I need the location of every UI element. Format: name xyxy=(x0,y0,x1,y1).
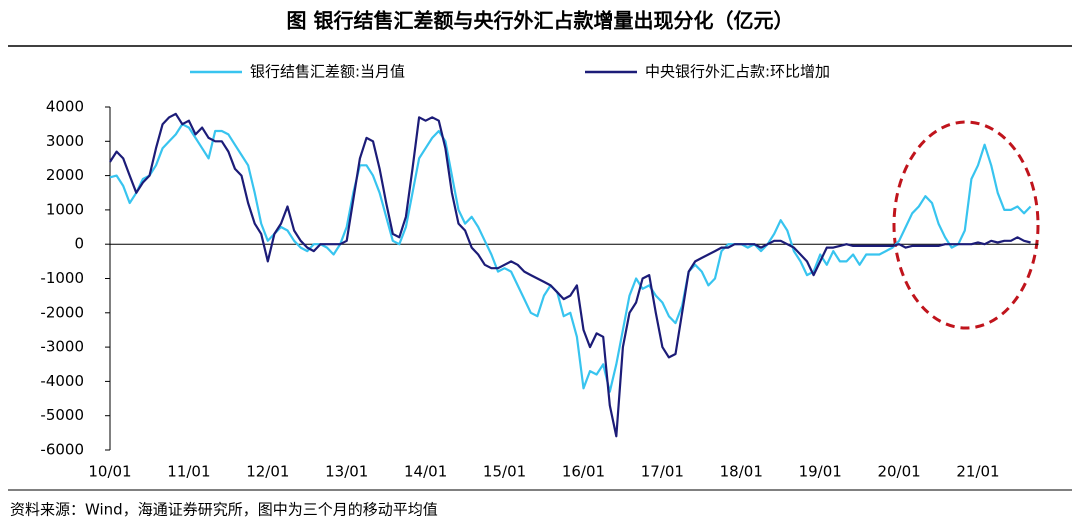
x-tick-label: 21/01 xyxy=(956,463,999,481)
y-tick-label: -3000 xyxy=(40,338,84,356)
x-tick-label: 11/01 xyxy=(167,463,210,481)
highlight-ellipse xyxy=(892,120,1040,330)
x-tick-label: 13/01 xyxy=(325,463,368,481)
source-note: 资料来源：Wind，海通证券研究所，图中为三个月的移动平均值 xyxy=(10,501,438,519)
y-tick-label: 0 xyxy=(74,235,84,253)
x-tick-label: 10/01 xyxy=(88,463,131,481)
y-tick-label: -5000 xyxy=(40,406,84,424)
legend-label: 中央银行外汇占款:环比增加 xyxy=(645,63,830,81)
series-line xyxy=(109,112,1031,438)
x-tick-label: 17/01 xyxy=(641,463,684,481)
y-tick-label: -4000 xyxy=(40,372,84,390)
series-line xyxy=(109,123,1032,393)
x-tick-label: 15/01 xyxy=(483,463,526,481)
y-tick-label: 4000 xyxy=(46,98,84,116)
chart-title: 图 银行结售汇差额与央行外汇占款增量出现分化（亿元） xyxy=(287,9,794,33)
legend-label: 银行结售汇差额:当月值 xyxy=(250,63,405,81)
y-tick-label: 3000 xyxy=(46,132,84,150)
x-tick-label: 12/01 xyxy=(246,463,289,481)
y-tick-label: -2000 xyxy=(40,303,84,321)
y-tick-label: 1000 xyxy=(46,200,84,218)
x-tick-label: 14/01 xyxy=(404,463,447,481)
x-tick-label: 18/01 xyxy=(720,463,763,481)
y-tick-label: 2000 xyxy=(46,166,84,184)
y-tick-label: -1000 xyxy=(40,269,84,287)
x-tick-label: 20/01 xyxy=(877,463,920,481)
x-tick-label: 19/01 xyxy=(799,463,842,481)
y-tick-label: -6000 xyxy=(40,441,84,459)
x-tick-label: 16/01 xyxy=(562,463,605,481)
